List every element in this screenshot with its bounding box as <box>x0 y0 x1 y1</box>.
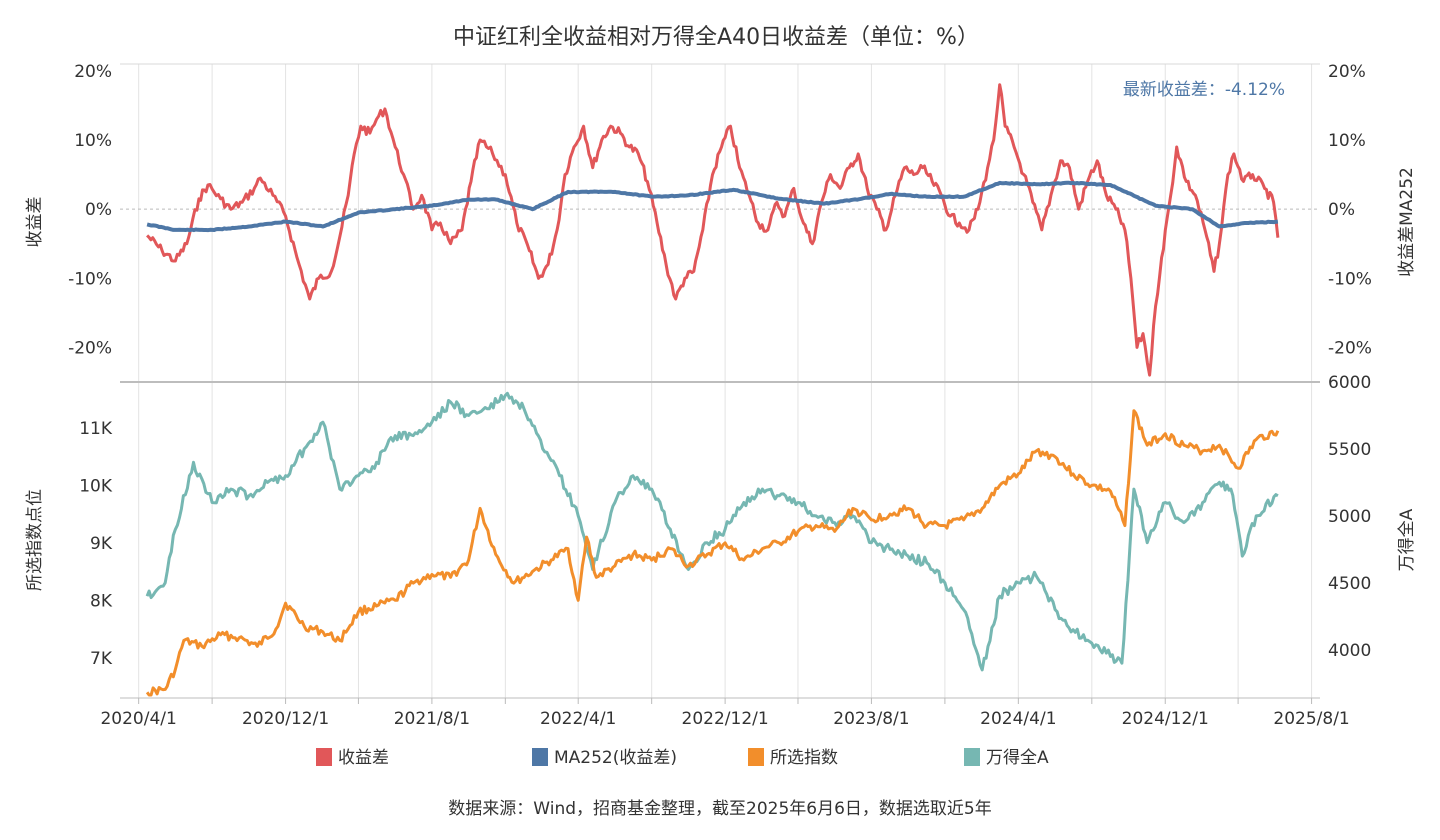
bottom-panel: 所选指数点位 万得全A 11K 10K 9K 8K 7K 6000 5500 5000 4500… <box>25 373 1417 669</box>
top-right-y-tick-label: -20% <box>1328 338 1372 358</box>
top-left-y-tick-label: -20% <box>68 338 112 358</box>
top-left-y-tick-label: 10% <box>74 131 112 151</box>
chart-title: 中证红利全收益相对万得全A40日收益差（单位：%） <box>453 25 979 50</box>
legend-swatch-selected-index <box>748 748 764 766</box>
bottom-right-y-tick-label: 4500 <box>1328 574 1371 594</box>
legend: 收益差 MA252(收益差) 所选指数 万得全A <box>316 748 1049 768</box>
x-tick-label: 2020/4/1 <box>100 709 176 729</box>
top-right-y-tick-label: 10% <box>1328 131 1366 151</box>
bottom-right-y-tick-label: 5500 <box>1328 440 1371 460</box>
x-tick-label: 2021/8/1 <box>394 709 470 729</box>
selected-index-line <box>145 409 1280 697</box>
top-left-y-tick-label: 20% <box>74 62 112 82</box>
series-layer <box>145 83 1280 697</box>
grid-layer <box>120 63 1320 699</box>
top-panel: 收益差 收益差MA252 最新收益差：-4.12% 20% 10% 0% -10% -2… <box>25 62 1417 359</box>
bottom-left-y-tick-label: 8K <box>90 591 113 611</box>
legend-label-selected-index: 所选指数 <box>770 748 838 768</box>
x-tick-label: 2022/12/1 <box>682 709 769 729</box>
top-right-y-tick-label: -10% <box>1328 269 1372 289</box>
legend-swatch-ma252 <box>532 748 548 766</box>
ma252-line <box>146 180 1279 233</box>
x-tick-label: 2025/8/1 <box>1273 709 1349 729</box>
bottom-left-axis-label: 所选指数点位 <box>25 489 45 591</box>
legend-swatch-return-diff <box>316 748 332 766</box>
bottom-right-y-tick-label: 5000 <box>1328 507 1371 527</box>
bottom-left-y-tick-label: 11K <box>79 419 113 439</box>
x-tick-label: 2022/4/1 <box>540 709 616 729</box>
top-right-y-tick-label: 0% <box>1328 200 1355 220</box>
top-right-y-tick-label: 20% <box>1328 62 1366 82</box>
bottom-left-y-tick-label: 9K <box>90 534 113 554</box>
legend-swatch-wind-all-a <box>964 748 980 766</box>
axis-layer: 2020/4/1 2020/12/1 2021/8/1 2022/4/1 2022/12… <box>100 698 1350 729</box>
latest-return-annotation: 最新收益差：-4.12% <box>1123 80 1285 100</box>
bottom-right-y-tick-label: 6000 <box>1328 373 1371 393</box>
bottom-right-axis-label: 万得全A <box>1397 508 1417 571</box>
top-left-y-tick-label: -10% <box>68 269 112 289</box>
legend-label-ma252: MA252(收益差) <box>554 748 677 768</box>
bottom-left-y-tick-label: 10K <box>79 476 113 496</box>
x-tick-label: 2023/8/1 <box>833 709 909 729</box>
bottom-right-y-tick-label: 4000 <box>1328 641 1371 661</box>
return-diff-line <box>146 83 1280 377</box>
top-left-axis-label: 收益差 <box>25 197 45 248</box>
x-tick-label: 2024/4/1 <box>980 709 1056 729</box>
data-source-note: 数据来源：Wind，招商基金整理，截至2025年6月6日，数据选取近5年 <box>448 799 991 819</box>
x-tick-label: 2020/12/1 <box>242 709 329 729</box>
top-left-y-tick-label: 0% <box>85 200 112 220</box>
top-right-axis-label: 收益差MA252 <box>1397 167 1417 277</box>
legend-label-return-diff: 收益差 <box>338 748 389 768</box>
legend-label-wind-all-a: 万得全A <box>986 748 1049 768</box>
x-tick-label: 2024/12/1 <box>1122 709 1209 729</box>
wind-all-a-line <box>145 391 1279 672</box>
bottom-left-y-tick-label: 7K <box>90 649 113 669</box>
